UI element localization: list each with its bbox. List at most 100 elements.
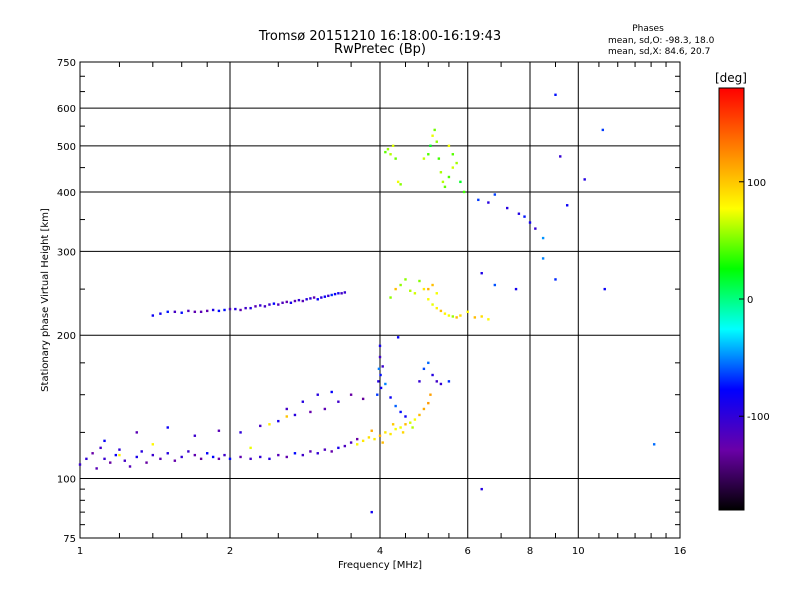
echo-point	[441, 180, 445, 184]
echo-point	[399, 283, 402, 287]
echo-point	[118, 448, 121, 451]
echo-point	[427, 298, 430, 301]
echo-point	[327, 294, 330, 298]
echo-point	[396, 180, 400, 184]
echo-point	[528, 221, 532, 224]
echo-point	[99, 446, 102, 450]
echo-point	[601, 128, 605, 132]
echo-point	[281, 301, 284, 304]
echo-point	[277, 303, 280, 306]
echo-point	[145, 461, 148, 464]
echo-point	[249, 306, 252, 310]
echo-point	[427, 401, 430, 405]
echo-point	[394, 287, 397, 291]
echo-point	[180, 311, 183, 314]
echo-point	[330, 450, 333, 453]
echo-point	[259, 304, 262, 307]
echo-point	[166, 452, 169, 455]
echo-point	[411, 426, 414, 429]
x-tick-label: 8	[527, 546, 533, 557]
echo-point	[389, 432, 392, 436]
echo-point	[323, 295, 327, 298]
y-tick-label: 75	[63, 534, 76, 545]
echo-point	[443, 185, 447, 189]
echo-point	[301, 400, 305, 403]
echo-point	[409, 421, 412, 424]
echo-point	[418, 279, 421, 283]
echo-point	[422, 157, 426, 160]
echo-point	[477, 198, 480, 202]
echo-point	[459, 314, 462, 317]
echo-point	[228, 307, 232, 311]
echo-point	[534, 227, 537, 230]
echo-point	[384, 382, 387, 386]
echo-point	[151, 314, 155, 317]
echo-point	[603, 287, 606, 291]
echo-point	[333, 292, 337, 296]
echo-point	[480, 272, 483, 275]
echo-point	[391, 144, 395, 148]
echo-point	[211, 308, 215, 312]
echo-point	[228, 457, 232, 461]
echo-point	[447, 175, 451, 179]
echo-point	[451, 166, 455, 169]
echo-point	[413, 418, 417, 421]
echo-point	[254, 305, 257, 308]
echo-point	[378, 355, 382, 359]
echo-point	[217, 309, 221, 313]
stats-line-x: mean, sd,X: 84.6, 20.7	[608, 47, 710, 57]
echo-point	[268, 457, 271, 461]
colorbar-tick-label: -100	[747, 412, 770, 423]
echo-point	[193, 434, 197, 437]
echo-point	[343, 291, 347, 294]
echo-point	[193, 310, 197, 314]
echo-point	[541, 257, 545, 260]
echo-point	[381, 365, 384, 368]
echo-point	[431, 134, 434, 137]
echo-point	[330, 390, 333, 394]
echo-point	[413, 292, 417, 295]
echo-point	[211, 455, 215, 459]
echo-point	[199, 457, 203, 461]
echo-point	[128, 465, 132, 468]
x-axis-label: Frequency [MHz]	[338, 560, 422, 571]
echo-point	[386, 147, 390, 151]
chart-title: Tromsø 20151210 16:18:00-16:19:43	[258, 29, 501, 44]
echo-point	[429, 393, 432, 396]
echo-point	[427, 153, 430, 156]
echo-point	[268, 423, 271, 426]
echo-point	[447, 144, 451, 148]
echo-point	[399, 183, 402, 186]
echo-point	[199, 310, 203, 314]
echo-point	[437, 157, 441, 160]
echo-point	[173, 310, 177, 314]
echo-point	[394, 427, 397, 431]
echo-point	[435, 306, 438, 310]
echo-point	[451, 315, 455, 318]
echo-point	[431, 303, 434, 306]
echo-point	[337, 400, 340, 403]
x-tick-label: 4	[377, 546, 383, 557]
echo-point	[418, 413, 421, 417]
echo-point	[559, 155, 562, 158]
echo-point	[455, 316, 458, 319]
echo-point	[249, 446, 252, 450]
echo-point	[285, 415, 288, 418]
echo-point	[443, 312, 447, 315]
echo-point	[517, 212, 521, 215]
echo-point	[309, 297, 312, 300]
echo-point	[239, 308, 242, 312]
echo-point	[343, 444, 347, 448]
echo-point	[541, 236, 545, 240]
echo-point	[493, 283, 497, 287]
echo-point	[378, 344, 382, 348]
echo-point	[135, 455, 138, 459]
echo-point	[427, 287, 430, 291]
echo-point	[159, 312, 162, 315]
echo-point	[91, 452, 94, 455]
echo-point	[234, 307, 237, 311]
echo-point	[480, 487, 483, 491]
colorbar: 100 0 -100	[718, 87, 770, 511]
echo-point	[259, 455, 262, 459]
